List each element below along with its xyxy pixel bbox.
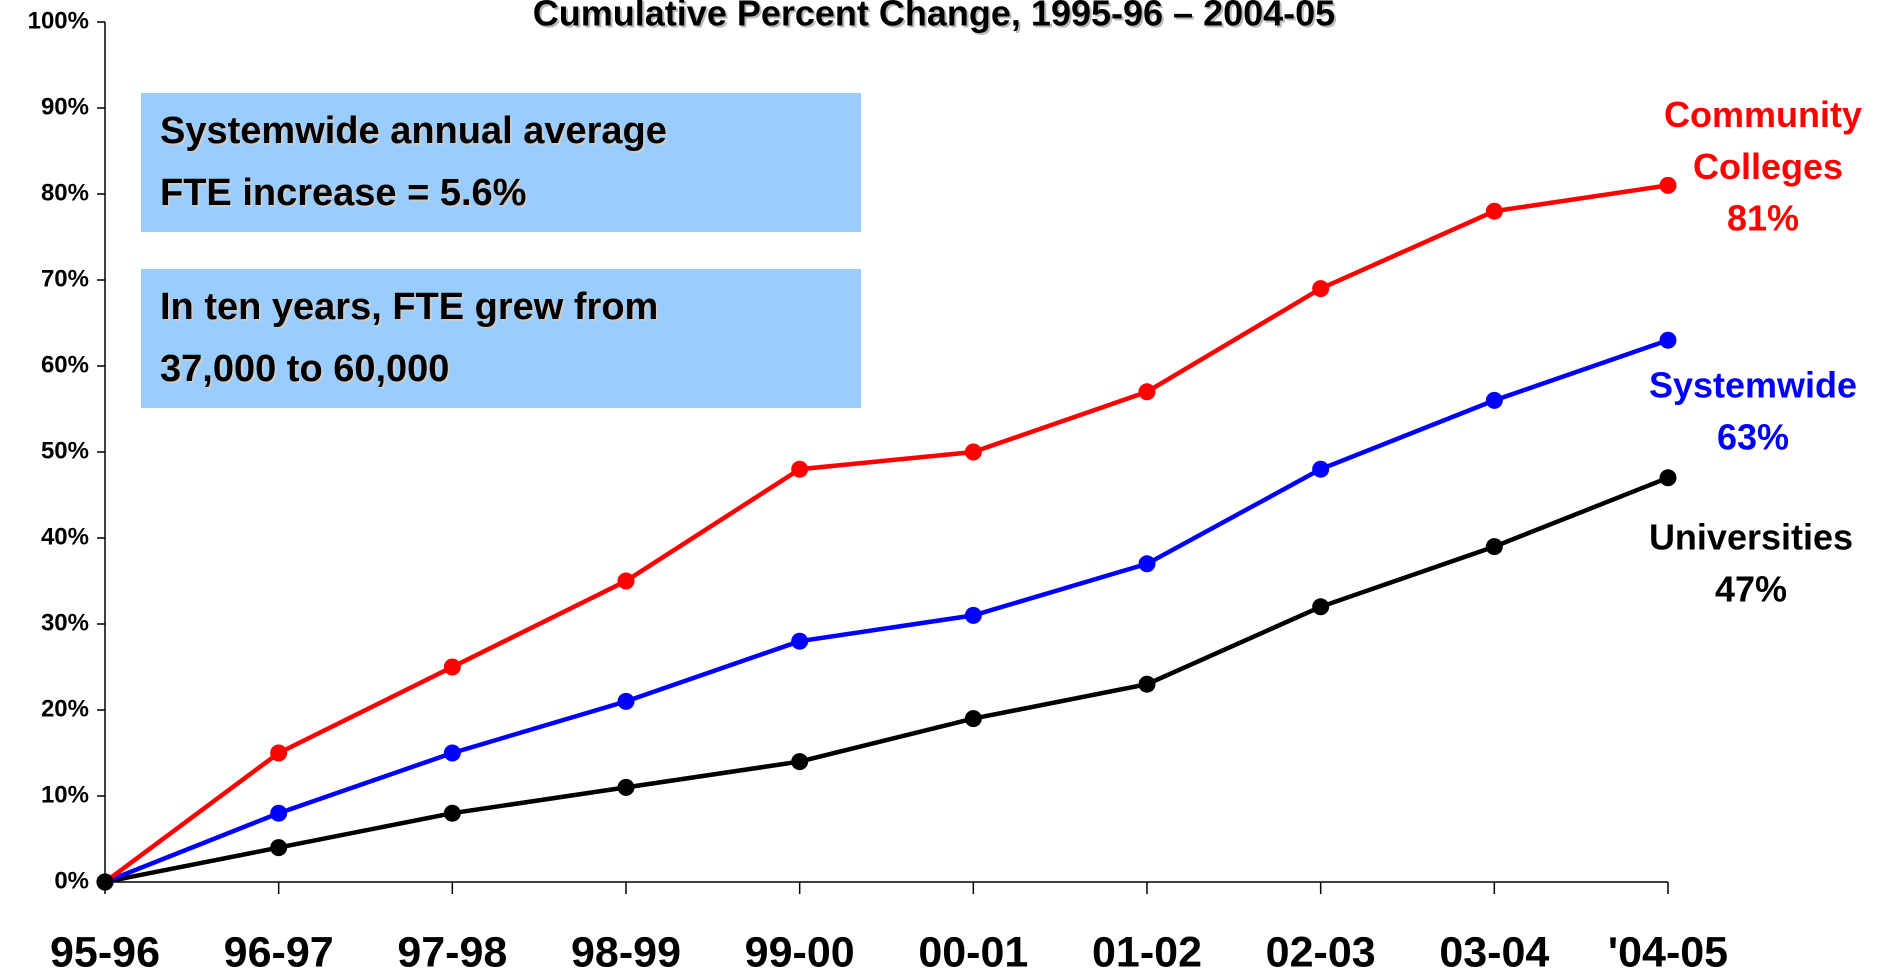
point bbox=[1138, 383, 1156, 401]
point bbox=[1312, 460, 1330, 478]
point bbox=[1659, 469, 1677, 487]
y-tick-label: 50% bbox=[41, 437, 89, 464]
point bbox=[443, 744, 461, 762]
chart-title: Cumulative Percent Change, 1995-96 – 200… bbox=[533, 0, 1335, 34]
point bbox=[964, 443, 982, 461]
data-label: 47% bbox=[1715, 569, 1787, 610]
data-label: 63% bbox=[1717, 417, 1789, 458]
y-tick-label: 0% bbox=[54, 867, 89, 894]
annotation-box bbox=[141, 93, 861, 232]
point bbox=[270, 804, 288, 822]
point bbox=[1659, 331, 1677, 349]
annotation-text: 37,000 to 60,000 bbox=[160, 348, 449, 390]
y-tick-label: 90% bbox=[41, 93, 89, 120]
x-tick-label: 03-04 bbox=[1439, 928, 1549, 976]
x-tick-label: 02-03 bbox=[1266, 928, 1376, 976]
point bbox=[1485, 538, 1503, 556]
point bbox=[1659, 176, 1677, 194]
y-tick-label: 20% bbox=[41, 695, 89, 722]
series-line bbox=[104, 475, 1669, 885]
y-tick-label: 60% bbox=[41, 351, 89, 378]
series-label: Universities bbox=[1649, 517, 1853, 558]
series-label: Systemwide bbox=[1649, 365, 1857, 406]
point bbox=[791, 460, 809, 478]
annotation-text: Systemwide annual average bbox=[160, 110, 667, 152]
y-tick-label: 40% bbox=[41, 523, 89, 550]
point bbox=[964, 710, 982, 728]
x-tick-label: 95-96 bbox=[50, 928, 160, 976]
x-tick-label: 97-98 bbox=[397, 928, 507, 976]
point bbox=[1312, 598, 1330, 616]
point bbox=[1485, 391, 1503, 409]
point bbox=[791, 753, 809, 771]
data-label: 81% bbox=[1727, 198, 1799, 239]
point bbox=[270, 839, 288, 857]
annotation-box bbox=[141, 269, 861, 408]
point bbox=[443, 804, 461, 822]
point bbox=[791, 632, 809, 650]
point bbox=[96, 873, 114, 891]
point bbox=[617, 692, 635, 710]
point bbox=[1138, 555, 1156, 573]
x-tick-label: 98-99 bbox=[571, 928, 681, 976]
y-tick-label: 30% bbox=[41, 609, 89, 636]
point bbox=[617, 572, 635, 590]
annotation-text: FTE increase = 5.6% bbox=[160, 172, 526, 214]
point bbox=[270, 744, 288, 762]
x-tick-label: 99-00 bbox=[745, 928, 855, 976]
point bbox=[1312, 280, 1330, 298]
series-line bbox=[104, 338, 1669, 885]
point bbox=[1485, 202, 1503, 220]
series-line bbox=[103, 183, 1669, 884]
point bbox=[617, 778, 635, 796]
y-tick-label: 80% bbox=[41, 179, 89, 206]
x-tick-label: 00-01 bbox=[918, 928, 1028, 976]
point bbox=[443, 658, 461, 676]
y-tick-label: 10% bbox=[41, 781, 89, 808]
point bbox=[964, 606, 982, 624]
annotation-text: In ten years, FTE grew from bbox=[160, 286, 658, 328]
y-tick-label: 70% bbox=[41, 265, 89, 292]
y-tick-label: 100% bbox=[28, 7, 89, 34]
x-tick-label: 96-97 bbox=[224, 928, 334, 976]
series-label: Community Colleges bbox=[1664, 94, 1862, 187]
x-tick-label: '04-05 bbox=[1608, 928, 1728, 976]
point bbox=[1138, 675, 1156, 693]
x-tick-label: 01-02 bbox=[1092, 928, 1202, 976]
